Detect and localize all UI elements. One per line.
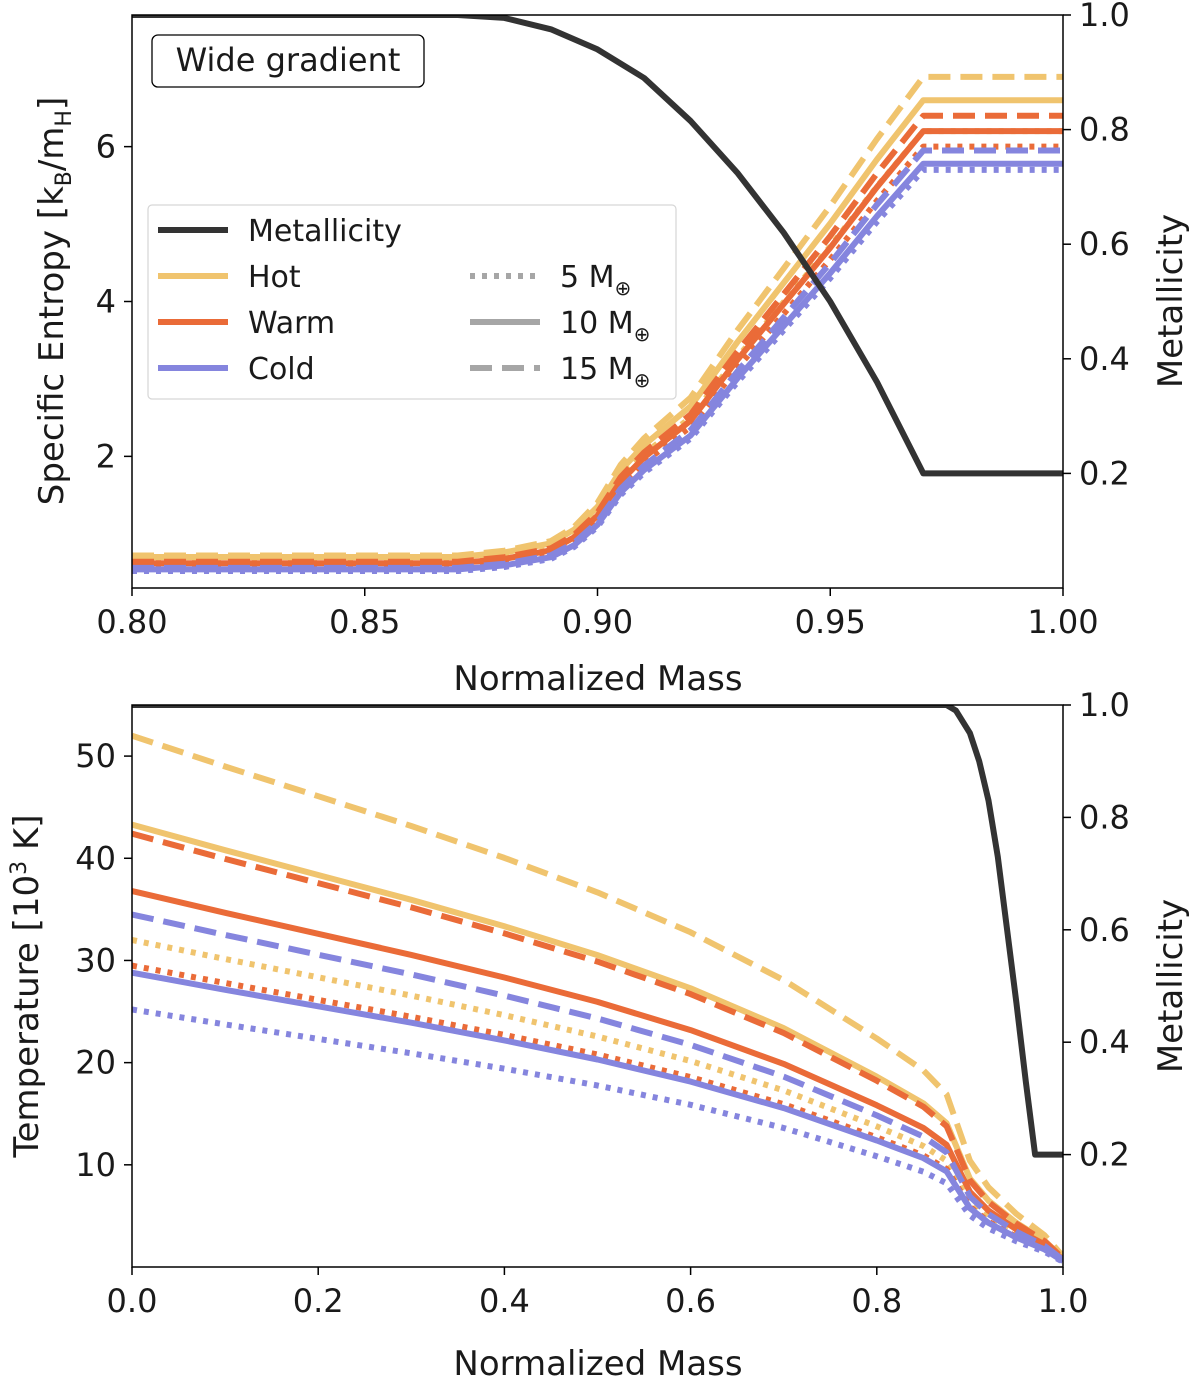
- temperature-line-cold-15-mearth: [132, 911, 1063, 1263]
- entropy-x-tick-label: 0.90: [562, 603, 633, 641]
- temperature-x-tick-label: 0.6: [665, 1282, 716, 1320]
- temperature-axes-ticks: 0.0 0.2 0.4 0.6 0.8 1.0 10 20 30 40 50 0.2 0.4 0.6 0.8…: [75, 686, 1130, 1320]
- legend-label-cold: Cold: [248, 352, 315, 387]
- entropy-line-warm-15-mearth: [132, 112, 1063, 565]
- temperature-x-tick-label: 1.0: [1038, 1282, 1089, 1320]
- temperature-line-warm-5-mearth: [132, 962, 1063, 1264]
- temperature-y-tick-label: 10: [75, 1146, 116, 1184]
- entropy-x-tick-label: 0.80: [96, 603, 167, 641]
- temperature-y2-tick-label: 0.6: [1079, 911, 1130, 949]
- annotation-box: [151, 34, 425, 88]
- annotation-text: Wide gradient: [176, 41, 401, 79]
- temperature-x-tick-label: 0.4: [479, 1282, 530, 1320]
- entropy-lines: [132, 15, 1063, 574]
- temperature-x-tick-label: 0.8: [851, 1282, 902, 1320]
- entropy-metallicity-line: [132, 15, 1063, 477]
- entropy-x-axis-label: Normalized Mass: [453, 659, 742, 699]
- legend-frame: [147, 204, 677, 400]
- legend-label-warm: Warm: [248, 306, 335, 341]
- legend: Metallicity Hot Warm Cold 5 M⊕ 10 M⊕ 15 …: [147, 204, 677, 400]
- legend-label-15-mearth: 15 M⊕: [560, 352, 650, 392]
- temperature-plot-frame: [131, 704, 1064, 1268]
- temperature-line-warm-15-mearth: [132, 830, 1063, 1261]
- entropy-x-tick-label: 0.85: [329, 603, 400, 641]
- entropy-y2-axis-label: Metallicity: [1151, 214, 1191, 388]
- entropy-y-axis-label: Specific Entropy [kB/mH]: [32, 97, 77, 505]
- temperature-line-cold-5-mearth: [132, 1006, 1063, 1265]
- legend-label-hot: Hot: [248, 260, 301, 295]
- entropy-line-hot-15-mearth: [132, 73, 1063, 559]
- temperature-line-cold-10-mearth: [132, 969, 1063, 1264]
- entropy-x-tick-label: 1.00: [1027, 603, 1098, 641]
- entropy-y2-tick-label: 1.0: [1079, 0, 1130, 34]
- entropy-line-cold-15-mearth: [132, 147, 1063, 571]
- entropy-axes-ticks: 0.80 0.85 0.90 0.95 1.00 2 4 6 0.2 0.4 0.6 0.8 1.0: [96, 0, 1130, 641]
- temperature-y2-tick-label: 0.2: [1079, 1136, 1130, 1174]
- entropy-y-tick-label: 4: [96, 283, 116, 321]
- temperature-y2-tick-label: 0.4: [1079, 1023, 1130, 1061]
- entropy-y2-tick-label: 0.4: [1079, 340, 1130, 378]
- temperature-y-tick-label: 30: [75, 941, 116, 979]
- temperature-y-axis-label: Temperature [103 K]: [7, 814, 47, 1158]
- entropy-panel: 0.80 0.85 0.90 0.95 1.00 2 4 6 0.2 0.4 0.6 0.8 1.0 W…: [32, 0, 1191, 699]
- temperature-y2-tick-label: 0.8: [1079, 798, 1130, 836]
- temperature-metallicity-line: [132, 705, 1063, 1158]
- temperature-y2-axis-label: Metallicity: [1151, 899, 1191, 1073]
- entropy-y-tick-label: 2: [96, 437, 116, 475]
- entropy-y2-tick-label: 0.8: [1079, 111, 1130, 149]
- temperature-x-tick-label: 0.0: [107, 1282, 158, 1320]
- legend-label-10-mearth: 10 M⊕: [560, 306, 650, 346]
- entropy-x-tick-label: 0.95: [795, 603, 866, 641]
- temperature-y-tick-label: 20: [75, 1044, 116, 1082]
- entropy-y-tick-label: 6: [96, 128, 116, 166]
- temperature-lines: [132, 705, 1063, 1265]
- legend-label-metallicity: Metallicity: [248, 214, 402, 249]
- temperature-line-hot-15-mearth: [132, 732, 1063, 1259]
- temperature-y2-tick-label: 1.0: [1079, 686, 1130, 724]
- temperature-y-tick-label: 50: [75, 737, 116, 775]
- temperature-y-tick-label: 40: [75, 839, 116, 877]
- entropy-y2-tick-label: 0.6: [1079, 225, 1130, 263]
- temperature-x-axis-label: Normalized Mass: [453, 1344, 742, 1380]
- entropy-y2-tick-label: 0.2: [1079, 454, 1130, 492]
- temperature-panel: 0.0 0.2 0.4 0.6 0.8 1.0 10 20 30 40 50 0.2 0.4 0.6 0.8…: [7, 686, 1191, 1380]
- legend-label-5-mearth: 5 M⊕: [560, 260, 631, 300]
- temperature-x-tick-label: 0.2: [293, 1282, 344, 1320]
